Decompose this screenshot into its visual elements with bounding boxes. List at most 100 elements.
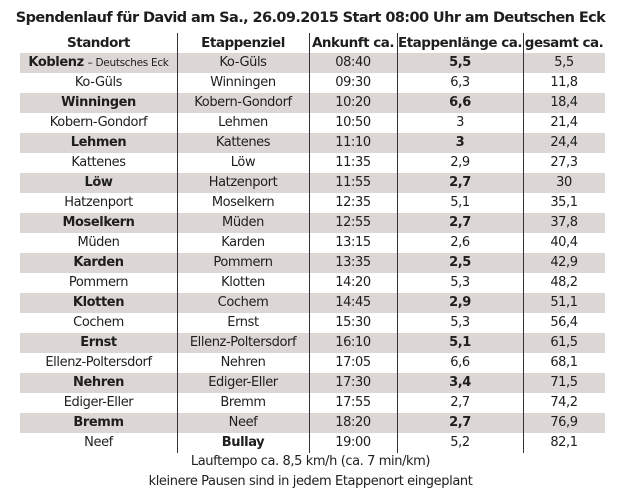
cell-standort: Löw — [20, 173, 177, 193]
cell-standort: Nehren — [20, 373, 177, 393]
table-row: Lehmen Kattenes 11:10 3 24,4 — [20, 133, 605, 153]
standort-name: Lehmen — [70, 135, 127, 150]
cell-standort: Lehmen — [20, 133, 177, 153]
standort-name: Cochem — [73, 315, 124, 330]
cell-etappenlaenge: 2,7 — [449, 215, 471, 230]
table-row: Karden Pommern 13:35 2,5 42,9 — [20, 253, 605, 273]
cell-ankunft: 10:50 — [335, 115, 371, 130]
column-divider — [397, 33, 398, 453]
cell-etappenziel: Ediger-Eller — [208, 375, 278, 390]
table-row: Winningen Kobern-Gondorf 10:20 6,6 18,4 — [20, 93, 605, 113]
cell-ankunft: 11:35 — [335, 155, 371, 170]
cell-ankunft: 10:20 — [335, 95, 371, 110]
standort-name: Koblenz — [28, 55, 84, 70]
cell-etappenlaenge: 2,9 — [450, 155, 470, 170]
standort-subtitle: – Deutsches Eck — [87, 57, 169, 69]
cell-gesamt: 74,2 — [550, 395, 578, 410]
cell-ankunft: 12:55 — [335, 215, 371, 230]
cell-standort: Ko-Güls — [20, 73, 177, 93]
cell-gesamt: 48,2 — [550, 275, 578, 290]
cell-etappenlaenge: 5,1 — [449, 335, 471, 350]
cell-etappenziel: Karden — [221, 235, 265, 250]
cell-ankunft: 11:55 — [335, 175, 371, 190]
cell-standort: Koblenz – Deutsches Eck — [20, 53, 177, 73]
standort-name: Bremm — [73, 415, 124, 430]
col-header-etappenlaenge: Etappenlänge ca. — [398, 35, 523, 51]
cell-etappenlaenge: 3 — [456, 115, 464, 130]
schedule-table: Standort Etappenziel Ankunft ca. Etappen… — [20, 33, 605, 453]
standort-name: Nehren — [72, 375, 125, 390]
table-row: Klotten Cochem 14:45 2,9 51,1 — [20, 293, 605, 313]
cell-etappenlaenge: 5,5 — [449, 55, 471, 70]
cell-etappenziel: Moselkern — [211, 195, 275, 210]
cell-etappenziel: Kobern-Gondorf — [194, 95, 292, 110]
table-row: Pommern Klotten 14:20 5,3 48,2 — [20, 273, 605, 293]
cell-etappenziel: Klotten — [221, 275, 265, 290]
cell-standort: Cochem — [20, 313, 177, 333]
cell-etappenlaenge: 6,6 — [449, 95, 471, 110]
cell-etappenlaenge: 5,2 — [450, 435, 470, 450]
cell-etappenziel: Ellenz-Poltersdorf — [189, 335, 297, 350]
table-row: Moselkern Müden 12:55 2,7 37,8 — [20, 213, 605, 233]
cell-ankunft: 12:35 — [335, 195, 371, 210]
cell-etappenlaenge: 2,7 — [450, 395, 470, 410]
cell-etappenziel: Ko-Güls — [219, 55, 267, 70]
table-header: Standort Etappenziel Ankunft ca. Etappen… — [20, 33, 605, 53]
cell-etappenlaenge: 2,7 — [449, 175, 471, 190]
footer-break-note: kleinere Pausen sind in jedem Etappenort… — [148, 474, 473, 489]
cell-ankunft: 08:40 — [335, 55, 371, 70]
cell-etappenziel: Müden — [222, 215, 264, 230]
cell-etappenlaenge: 3,4 — [449, 375, 471, 390]
cell-etappenziel: Bullay — [221, 435, 265, 450]
cell-standort: Müden — [20, 233, 177, 253]
table-row: Ellenz-Poltersdorf Nehren 17:05 6,6 68,1 — [20, 353, 605, 373]
standort-name: Pommern — [68, 275, 129, 290]
standort-name: Ediger-Eller — [63, 395, 134, 410]
column-divider — [309, 33, 310, 453]
standort-name: Müden — [77, 235, 120, 250]
cell-etappenlaenge: 5,3 — [450, 275, 470, 290]
cell-etappenziel: Ernst — [227, 315, 259, 330]
cell-standort: Ernst — [20, 333, 177, 353]
column-divider — [523, 33, 524, 453]
cell-ankunft: 14:45 — [335, 295, 371, 310]
cell-gesamt: 76,9 — [550, 415, 578, 430]
standort-name: Ko-Güls — [74, 75, 123, 90]
cell-etappenlaenge: 3 — [455, 135, 465, 150]
cell-standort: Kattenes — [20, 153, 177, 173]
cell-standort: Ediger-Eller — [20, 393, 177, 413]
cell-ankunft: 17:55 — [335, 395, 371, 410]
standort-name: Moselkern — [62, 215, 135, 230]
col-header-gesamt: gesamt ca. — [524, 35, 604, 51]
cell-gesamt: 30 — [556, 175, 572, 190]
cell-ankunft: 16:10 — [335, 335, 371, 350]
table-row: Müden Karden 13:15 2,6 40,4 — [20, 233, 605, 253]
page-title: Spendenlauf für David am Sa., 26.09.2015… — [15, 10, 606, 26]
cell-ankunft: 18:20 — [335, 415, 371, 430]
cell-gesamt: 71,5 — [550, 375, 578, 390]
cell-etappenlaenge: 2,6 — [450, 235, 470, 250]
table-row: Cochem Ernst 15:30 5,3 56,4 — [20, 313, 605, 333]
cell-etappenziel: Hatzenport — [208, 175, 278, 190]
footer-pace-note: Lauftempo ca. 8,5 km/h (ca. 7 min/km) — [190, 454, 431, 469]
cell-etappenlaenge: 5,1 — [450, 195, 470, 210]
standort-name: Kattenes — [71, 155, 126, 170]
standort-name: Winningen — [61, 95, 136, 110]
standort-name: Klotten — [72, 295, 125, 310]
standort-name: Karden — [73, 255, 124, 270]
cell-gesamt: 11,8 — [550, 75, 578, 90]
cell-gesamt: 21,4 — [550, 115, 578, 130]
cell-standort: Bremm — [20, 413, 177, 433]
table-row: Neef Bullay 19:00 5,2 82,1 — [20, 433, 605, 453]
table-row: Nehren Ediger-Eller 17:30 3,4 71,5 — [20, 373, 605, 393]
cell-etappenlaenge: 5,3 — [450, 315, 470, 330]
cell-gesamt: 37,8 — [550, 215, 578, 230]
cell-standort: Klotten — [20, 293, 177, 313]
cell-standort: Moselkern — [20, 213, 177, 233]
table-row: Hatzenport Moselkern 12:35 5,1 35,1 — [20, 193, 605, 213]
cell-gesamt: 27,3 — [550, 155, 578, 170]
cell-ankunft: 13:15 — [335, 235, 371, 250]
cell-etappenlaenge: 2,5 — [449, 255, 471, 270]
table-row: Ediger-Eller Bremm 17:55 2,7 74,2 — [20, 393, 605, 413]
cell-etappenlaenge: 2,7 — [449, 415, 471, 430]
